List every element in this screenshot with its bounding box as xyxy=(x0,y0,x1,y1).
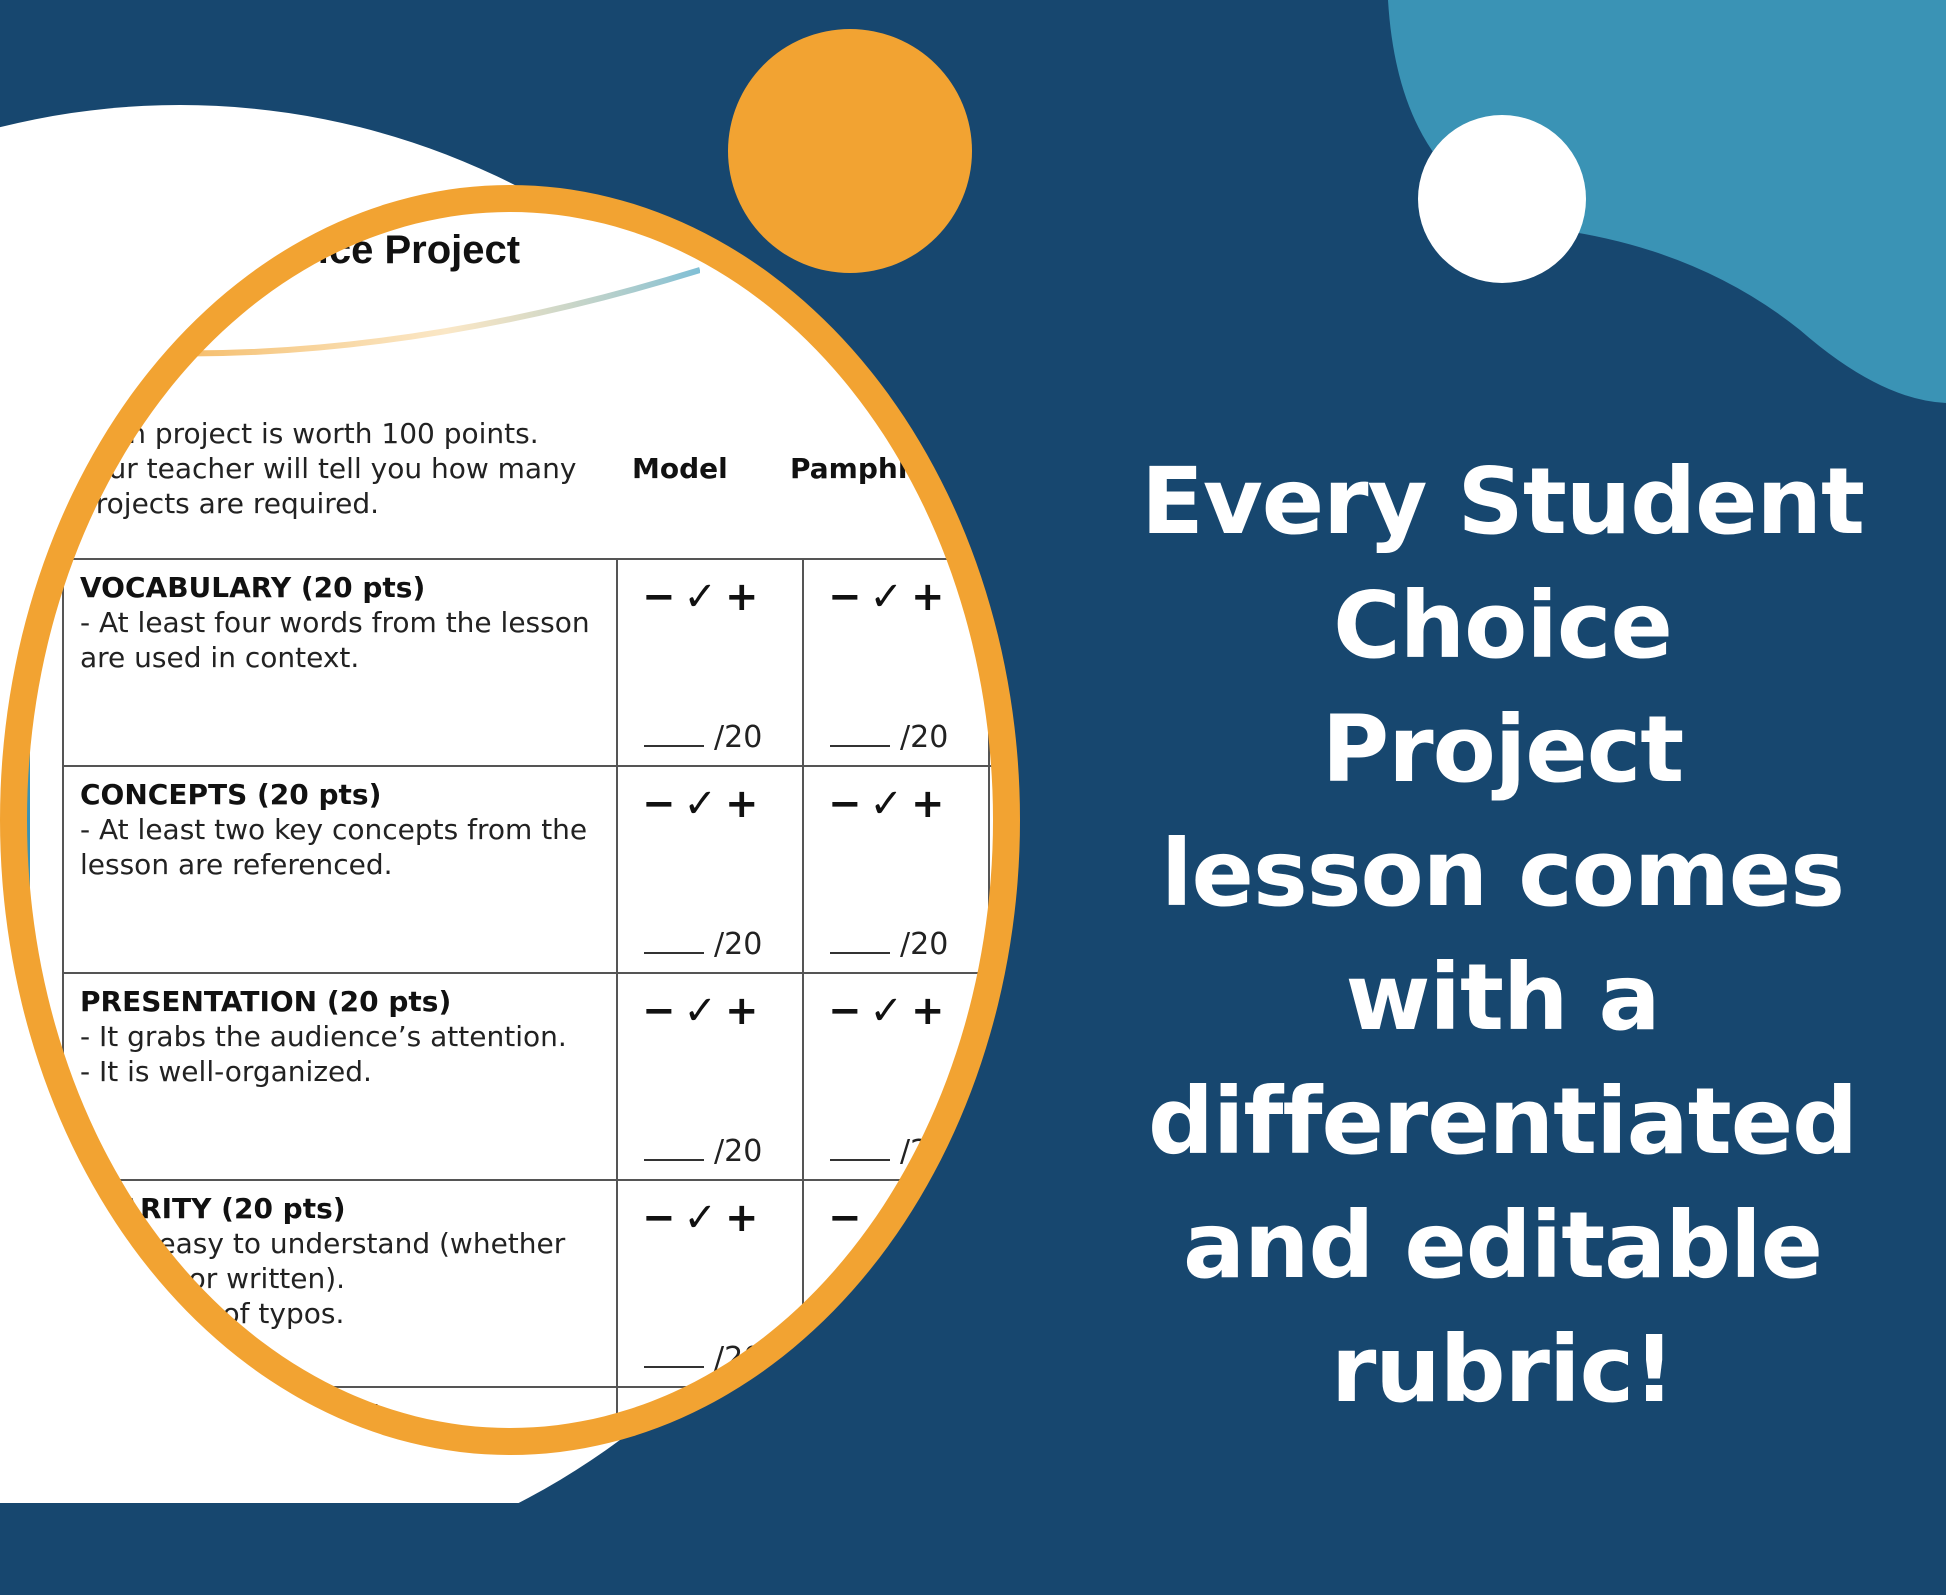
decor-white-circle xyxy=(1418,115,1586,283)
score-blank: /20 xyxy=(1016,1548,1134,1583)
headline-line: Choice Project xyxy=(1321,572,1684,803)
headline-line: Every Student xyxy=(1140,448,1865,555)
headline-line: and editable xyxy=(1182,1192,1823,1299)
headline-line: with a xyxy=(1345,944,1660,1051)
headline-line: differentiated xyxy=(1148,1068,1858,1175)
headline: Every Student Choice Project lesson comes w… xyxy=(1140,440,1865,1432)
score-blank: /20 xyxy=(644,1548,762,1583)
headline-line: rubric! xyxy=(1330,1316,1675,1423)
decor-orange-ring xyxy=(0,185,1020,1455)
headline-line: lesson comes xyxy=(1161,820,1845,927)
decor-blue-blob xyxy=(1388,0,1946,403)
decor-orange-circle xyxy=(728,29,972,273)
score-blank: /20 xyxy=(830,1548,948,1583)
